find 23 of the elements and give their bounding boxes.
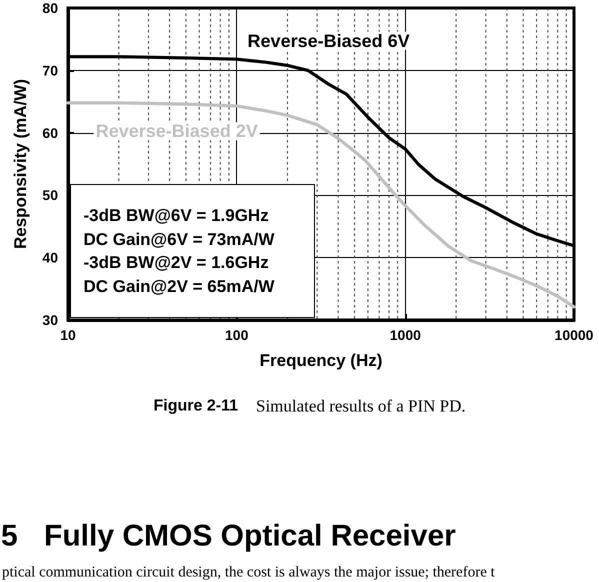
x-tick-label: 100: [224, 327, 249, 343]
text: Fully CMOS Optical Receiver: [44, 520, 456, 552]
series-label: Reverse-Biased 6V: [248, 30, 410, 51]
y-tick-label: 50: [42, 187, 58, 204]
x-tick-label: 10: [60, 327, 76, 343]
y-axis-title: Responsivity (mA/W): [11, 78, 30, 250]
y-tick-label: 30: [42, 312, 58, 328]
text: Simulated results of a PIN PD.: [256, 396, 466, 416]
x-tick-label: 1000: [390, 327, 422, 343]
annotation: DC Gain@6V = 73mA/W: [84, 228, 276, 251]
x-tick-label: 10000: [554, 327, 594, 343]
caption: Figure 2-11: [154, 398, 238, 414]
y-tick-label: 80: [42, 0, 58, 16]
annotation: -3dB BW@2V = 1.6GHz: [84, 252, 270, 274]
y-tick-label: 60: [42, 124, 58, 141]
y-tick-label: 40: [42, 250, 58, 266]
annotation: -3dB BW@6V = 1.9GHz: [84, 205, 270, 228]
y-tick-label: 70: [42, 62, 58, 78]
annotation: DC Gain@2V = 65mA/W: [84, 276, 276, 298]
series-label: Reverse-Biased 2V: [96, 121, 258, 142]
x-axis-title: Frequency (Hz): [260, 351, 382, 370]
text: ptical communication circuit design, the cost is always the major issue; therefore t: [2, 564, 496, 580]
text: 5: [1, 520, 18, 552]
